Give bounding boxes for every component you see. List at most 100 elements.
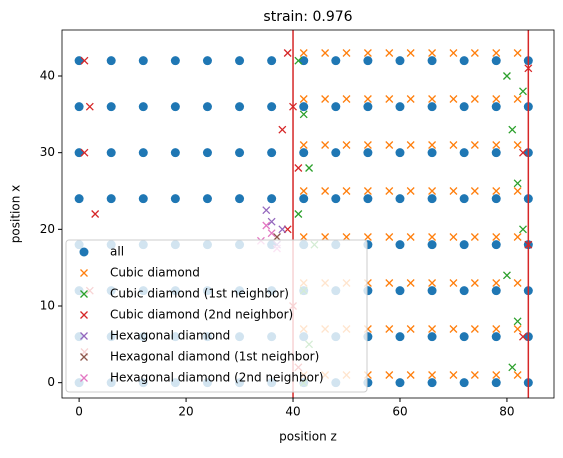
- point: [106, 102, 116, 112]
- legend-label: Hexagonal diamond (1st neighbor): [110, 350, 319, 364]
- point: [470, 279, 479, 287]
- point: [470, 233, 479, 241]
- point: [491, 378, 501, 388]
- point: [273, 233, 281, 241]
- point: [170, 194, 180, 204]
- point: [170, 102, 180, 112]
- point: [406, 187, 415, 195]
- point: [492, 95, 501, 103]
- point: [363, 95, 372, 103]
- point: [363, 49, 372, 57]
- point: [395, 148, 405, 158]
- point: [385, 233, 394, 241]
- point: [321, 49, 330, 57]
- legend: all Cubic diamond Cubic diamond (1st neigh…: [65, 239, 368, 393]
- point: [138, 56, 148, 66]
- point: [513, 187, 522, 195]
- point: [267, 102, 277, 112]
- point: [85, 102, 94, 111]
- point: [395, 332, 405, 342]
- point: [508, 125, 517, 134]
- point: [235, 194, 245, 204]
- point: [492, 325, 501, 333]
- point: [427, 194, 437, 204]
- legend-marker: [80, 332, 88, 340]
- point: [459, 240, 469, 250]
- point: [299, 233, 308, 241]
- point: [427, 148, 437, 158]
- point: [427, 378, 437, 388]
- point: [428, 95, 437, 103]
- point: [459, 332, 469, 342]
- point: [267, 217, 276, 226]
- x-tick-label: 0: [75, 405, 83, 419]
- point: [491, 286, 501, 296]
- point: [363, 141, 372, 149]
- point: [470, 187, 479, 195]
- point: [80, 56, 89, 65]
- point: [492, 187, 501, 195]
- point: [427, 102, 437, 112]
- y-tick-label: 40: [40, 69, 55, 83]
- point: [262, 221, 271, 230]
- x-tick-label: 80: [499, 405, 514, 419]
- point: [406, 325, 415, 333]
- point: [427, 332, 437, 342]
- x-tick-label: 40: [285, 405, 300, 419]
- point: [492, 279, 501, 287]
- point: [513, 325, 522, 333]
- point: [235, 148, 245, 158]
- point: [331, 102, 341, 112]
- x-axis-label: position z: [279, 430, 337, 444]
- point: [513, 141, 522, 149]
- point: [363, 194, 373, 204]
- point: [449, 187, 458, 195]
- point: [342, 95, 351, 103]
- legend-marker: [80, 353, 88, 361]
- point: [299, 194, 309, 204]
- plot-frame: [61, 29, 555, 399]
- point: [428, 233, 437, 241]
- point: [459, 56, 469, 66]
- point: [459, 378, 469, 388]
- point: [267, 56, 277, 66]
- point: [305, 164, 314, 172]
- point: [449, 233, 458, 241]
- point: [519, 332, 527, 341]
- point: [513, 371, 522, 379]
- point: [385, 187, 394, 195]
- point: [470, 371, 479, 379]
- point: [80, 148, 89, 157]
- point: [342, 141, 351, 149]
- point: [491, 148, 501, 158]
- point: [262, 206, 271, 215]
- point: [492, 233, 501, 241]
- point: [106, 56, 116, 66]
- point: [299, 49, 308, 57]
- point: [278, 225, 287, 234]
- legend-marker: [80, 290, 88, 298]
- point: [459, 148, 469, 158]
- point: [106, 194, 116, 204]
- point: [299, 148, 309, 158]
- point: [449, 95, 458, 103]
- point: [513, 317, 522, 326]
- point: [513, 179, 522, 188]
- point: [406, 141, 415, 149]
- point: [299, 95, 308, 103]
- x-tick-label: 20: [178, 405, 193, 419]
- point: [470, 95, 479, 103]
- point: [321, 233, 330, 241]
- legend-box: [65, 239, 368, 393]
- point: [363, 233, 372, 241]
- point: [267, 229, 276, 238]
- point: [91, 210, 100, 218]
- point: [449, 325, 458, 333]
- point: [170, 148, 180, 158]
- point: [395, 378, 405, 388]
- point: [395, 56, 405, 66]
- legend-label: Cubic diamond (2nd neighbor): [110, 308, 293, 322]
- point: [428, 187, 437, 195]
- y-tick-label: 10: [40, 299, 55, 313]
- point: [138, 148, 148, 158]
